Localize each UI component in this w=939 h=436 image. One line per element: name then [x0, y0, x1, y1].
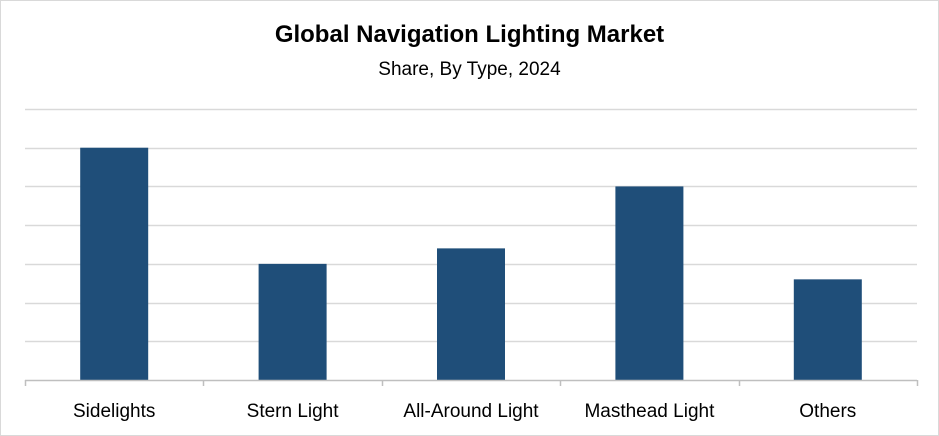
category-label: Stern Light — [247, 401, 340, 422]
category-label: All-Around Light — [403, 401, 539, 422]
x-axis — [24, 379, 919, 386]
bar-masthead-light — [615, 186, 684, 380]
category-label: Others — [799, 401, 856, 422]
chart-subtitle: Share, By Type, 2024 — [378, 59, 561, 80]
bar-sidelights — [80, 147, 149, 380]
category-label: Masthead Light — [584, 401, 715, 422]
chart-title: Global Navigation Lighting Market — [274, 21, 665, 48]
bar-others — [793, 279, 862, 380]
category-labels: Sidelights Stern Light All-Around Light Mas… — [73, 401, 856, 422]
bar-stern-light — [258, 263, 327, 380]
category-label: Sidelights — [73, 401, 155, 422]
bar-all-around-light — [437, 248, 505, 380]
bars — [80, 147, 862, 380]
